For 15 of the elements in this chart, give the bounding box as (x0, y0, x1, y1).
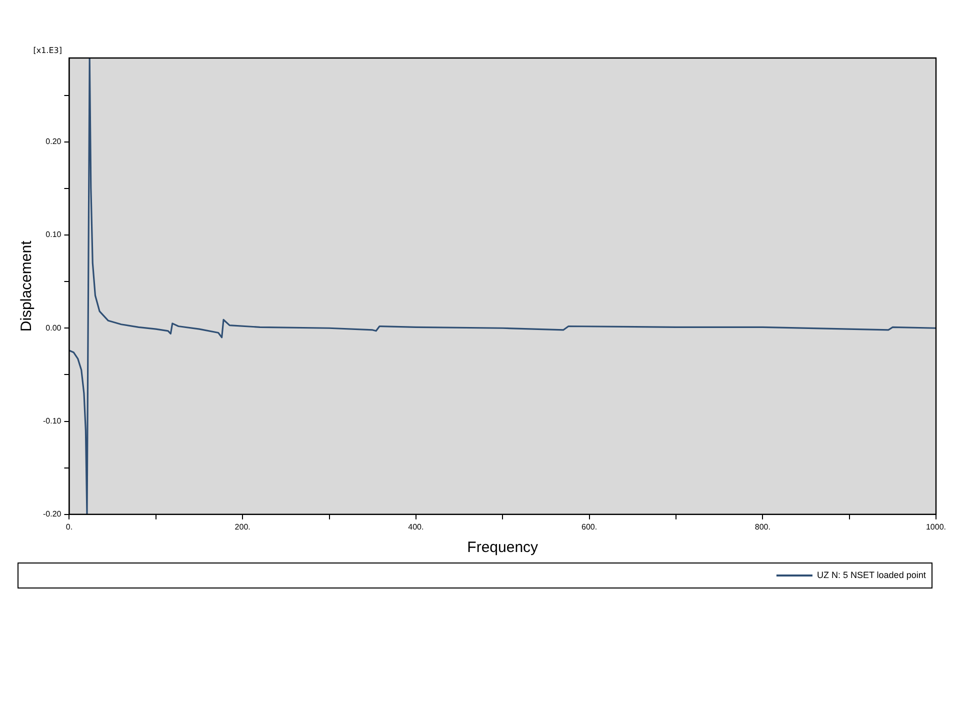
y-tick-label: 0.10 (46, 230, 62, 240)
text: [x1.E3] (33, 46, 62, 56)
y-tick-label: 0.00 (46, 323, 62, 332)
x-tick-label: 800. (754, 522, 770, 532)
x-tick-label: 200. (234, 522, 250, 532)
x-tick-label: 600. (582, 522, 598, 532)
x-axis-title: Frequency (467, 539, 539, 556)
y-tick-label: 0.20 (46, 137, 62, 146)
y-tick-label: -0.10 (43, 416, 62, 426)
x-tick-label: 400. (408, 522, 424, 532)
y-axis-title: Displacement (18, 240, 36, 332)
y-tick-label: -0.20 (43, 510, 62, 519)
legend-label: UZ N: 5 NSET loaded point (816, 570, 926, 580)
x-tick-label: 1000. (926, 522, 946, 532)
x-tick-label: 0. (66, 522, 73, 532)
